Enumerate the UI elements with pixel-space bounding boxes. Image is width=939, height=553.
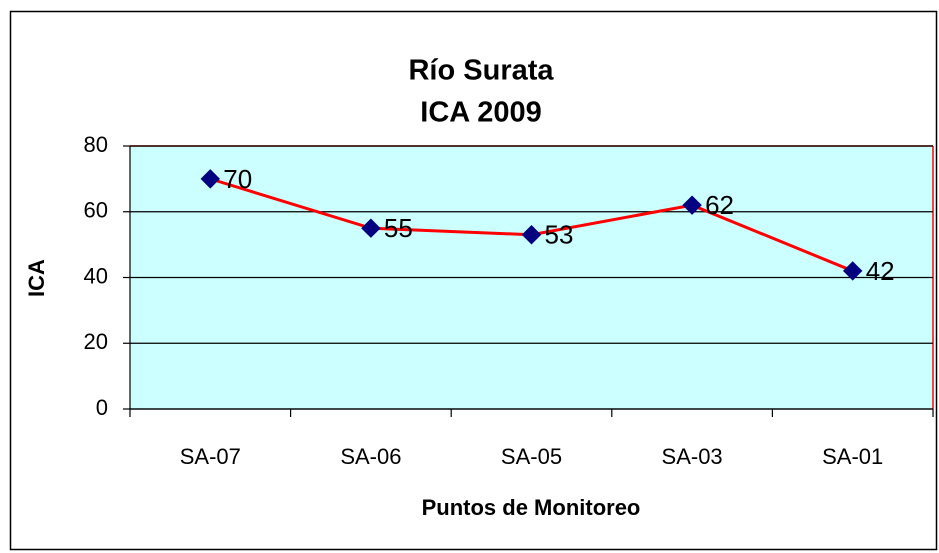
y-tick-label: 20	[84, 329, 108, 354]
data-label: 62	[705, 190, 734, 220]
x-tick-label: SA-03	[662, 444, 723, 469]
x-tick-label: SA-06	[340, 444, 401, 469]
x-tick-label: SA-07	[180, 444, 241, 469]
y-tick-label: 60	[84, 198, 108, 223]
data-label: 55	[384, 213, 413, 243]
data-point	[361, 218, 381, 238]
x-axis-label: Puntos de Monitoreo	[422, 495, 641, 520]
data-label: 42	[866, 256, 895, 286]
data-point	[842, 261, 863, 281]
y-tick-label: 0	[96, 395, 108, 420]
data-point	[682, 195, 702, 215]
y-tick-label: 40	[84, 263, 108, 288]
data-label: 70	[223, 164, 252, 194]
chart-subtitle: ICA 2009	[420, 97, 541, 129]
data-point	[521, 225, 542, 245]
data-label: 53	[545, 220, 574, 250]
chart-title: Río Surata	[408, 55, 554, 87]
y-tick-label: 80	[84, 132, 108, 157]
x-tick-label: SA-05	[501, 444, 562, 469]
data-point	[200, 169, 221, 189]
y-axis-label: ICA	[24, 259, 49, 297]
x-tick-label: SA-01	[822, 444, 883, 469]
